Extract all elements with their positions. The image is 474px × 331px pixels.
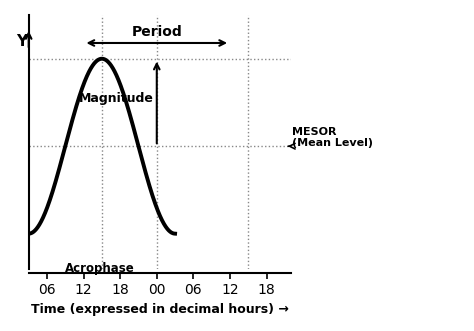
X-axis label: Time (expressed in decimal hours) →: Time (expressed in decimal hours) → xyxy=(31,303,289,316)
Text: Magnitude: Magnitude xyxy=(79,92,154,105)
Text: Acrophase: Acrophase xyxy=(65,261,135,275)
Text: Period: Period xyxy=(131,24,182,39)
Text: MESOR
(Mean Level): MESOR (Mean Level) xyxy=(292,127,373,148)
Text: Y: Y xyxy=(16,34,27,49)
